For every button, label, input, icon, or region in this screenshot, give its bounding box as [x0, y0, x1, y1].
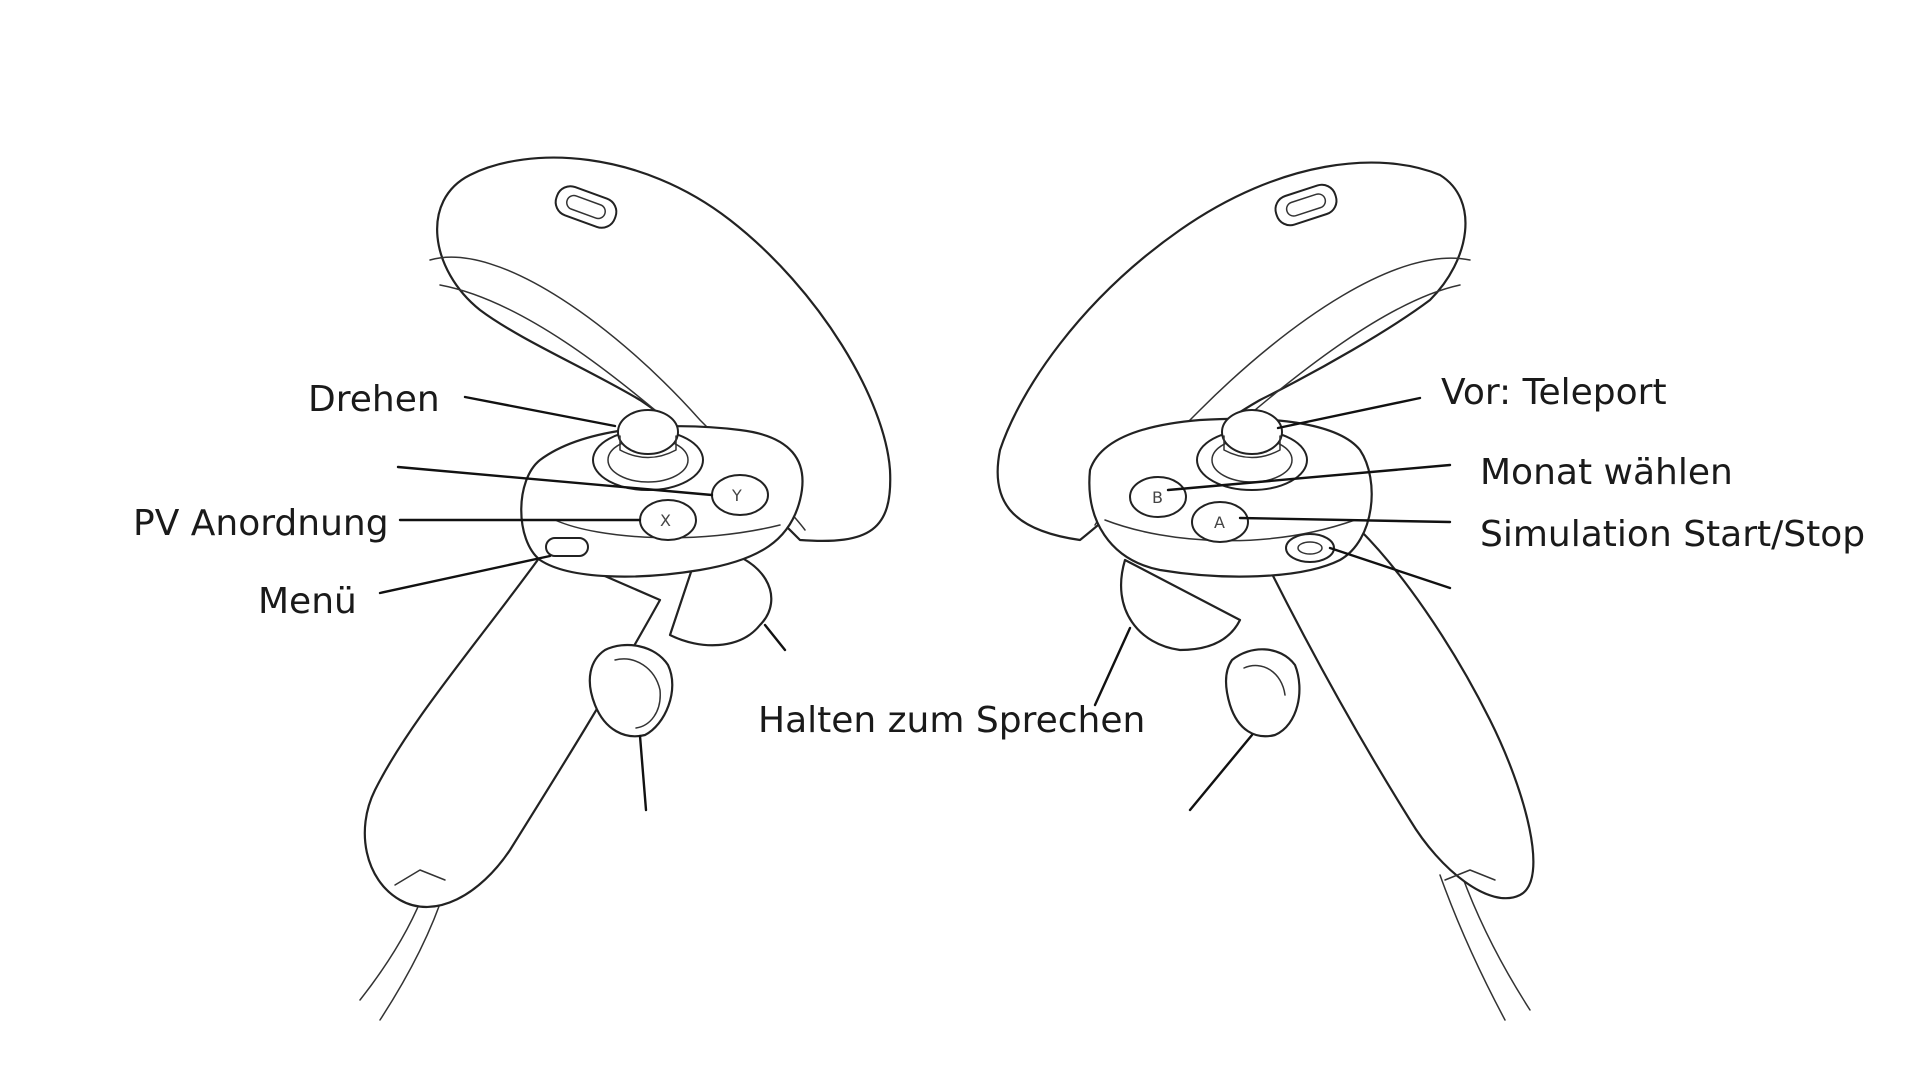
leader-menu	[378, 554, 552, 595]
leader-right-grip	[1188, 733, 1254, 812]
left-thumbstick	[617, 409, 679, 455]
right-a-button	[1191, 501, 1249, 543]
leader-drehen	[463, 395, 617, 428]
right-grip-button	[1225, 648, 1301, 738]
leader-oculus	[1328, 546, 1452, 590]
leader-simulation	[1238, 516, 1452, 524]
label-simulation: Simulation Start/Stop	[1480, 514, 1866, 555]
right-oculus-button	[1285, 533, 1335, 563]
label-halten-zum-sprechen: Halten zum Sprechen	[758, 700, 1146, 741]
right-controller: B A	[996, 161, 1535, 1021]
left-x-glyph: X	[660, 511, 671, 530]
left-handle	[363, 548, 662, 909]
right-trigger	[1119, 558, 1242, 652]
right-thumbstick	[1221, 409, 1283, 455]
leader-lines	[378, 395, 1452, 812]
left-grip-button	[588, 643, 674, 738]
left-controller: X Y	[359, 156, 892, 1021]
leader-monat-waehlen	[1166, 463, 1452, 492]
left-y-glyph: Y	[731, 486, 742, 505]
right-handle	[1263, 528, 1535, 900]
right-cable	[1459, 869, 1531, 1011]
label-menu: Menü	[258, 581, 357, 622]
leader-left-trigger	[763, 623, 787, 652]
label-drehen: Drehen	[308, 379, 440, 420]
label-monat-waehlen: Monat wählen	[1480, 452, 1733, 493]
leader-vor-teleport	[1276, 396, 1422, 430]
label-vor-teleport: Vor: Teleport	[1441, 372, 1667, 413]
right-a-glyph: A	[1214, 513, 1225, 532]
leader-y-button	[396, 465, 714, 497]
leader-right-trigger	[1093, 626, 1132, 707]
right-b-button	[1129, 476, 1187, 518]
leader-left-grip	[638, 734, 648, 812]
left-menu-button	[545, 537, 589, 557]
right-b-glyph: B	[1152, 488, 1163, 507]
label-pv-anordnung: PV Anordnung	[133, 503, 389, 544]
